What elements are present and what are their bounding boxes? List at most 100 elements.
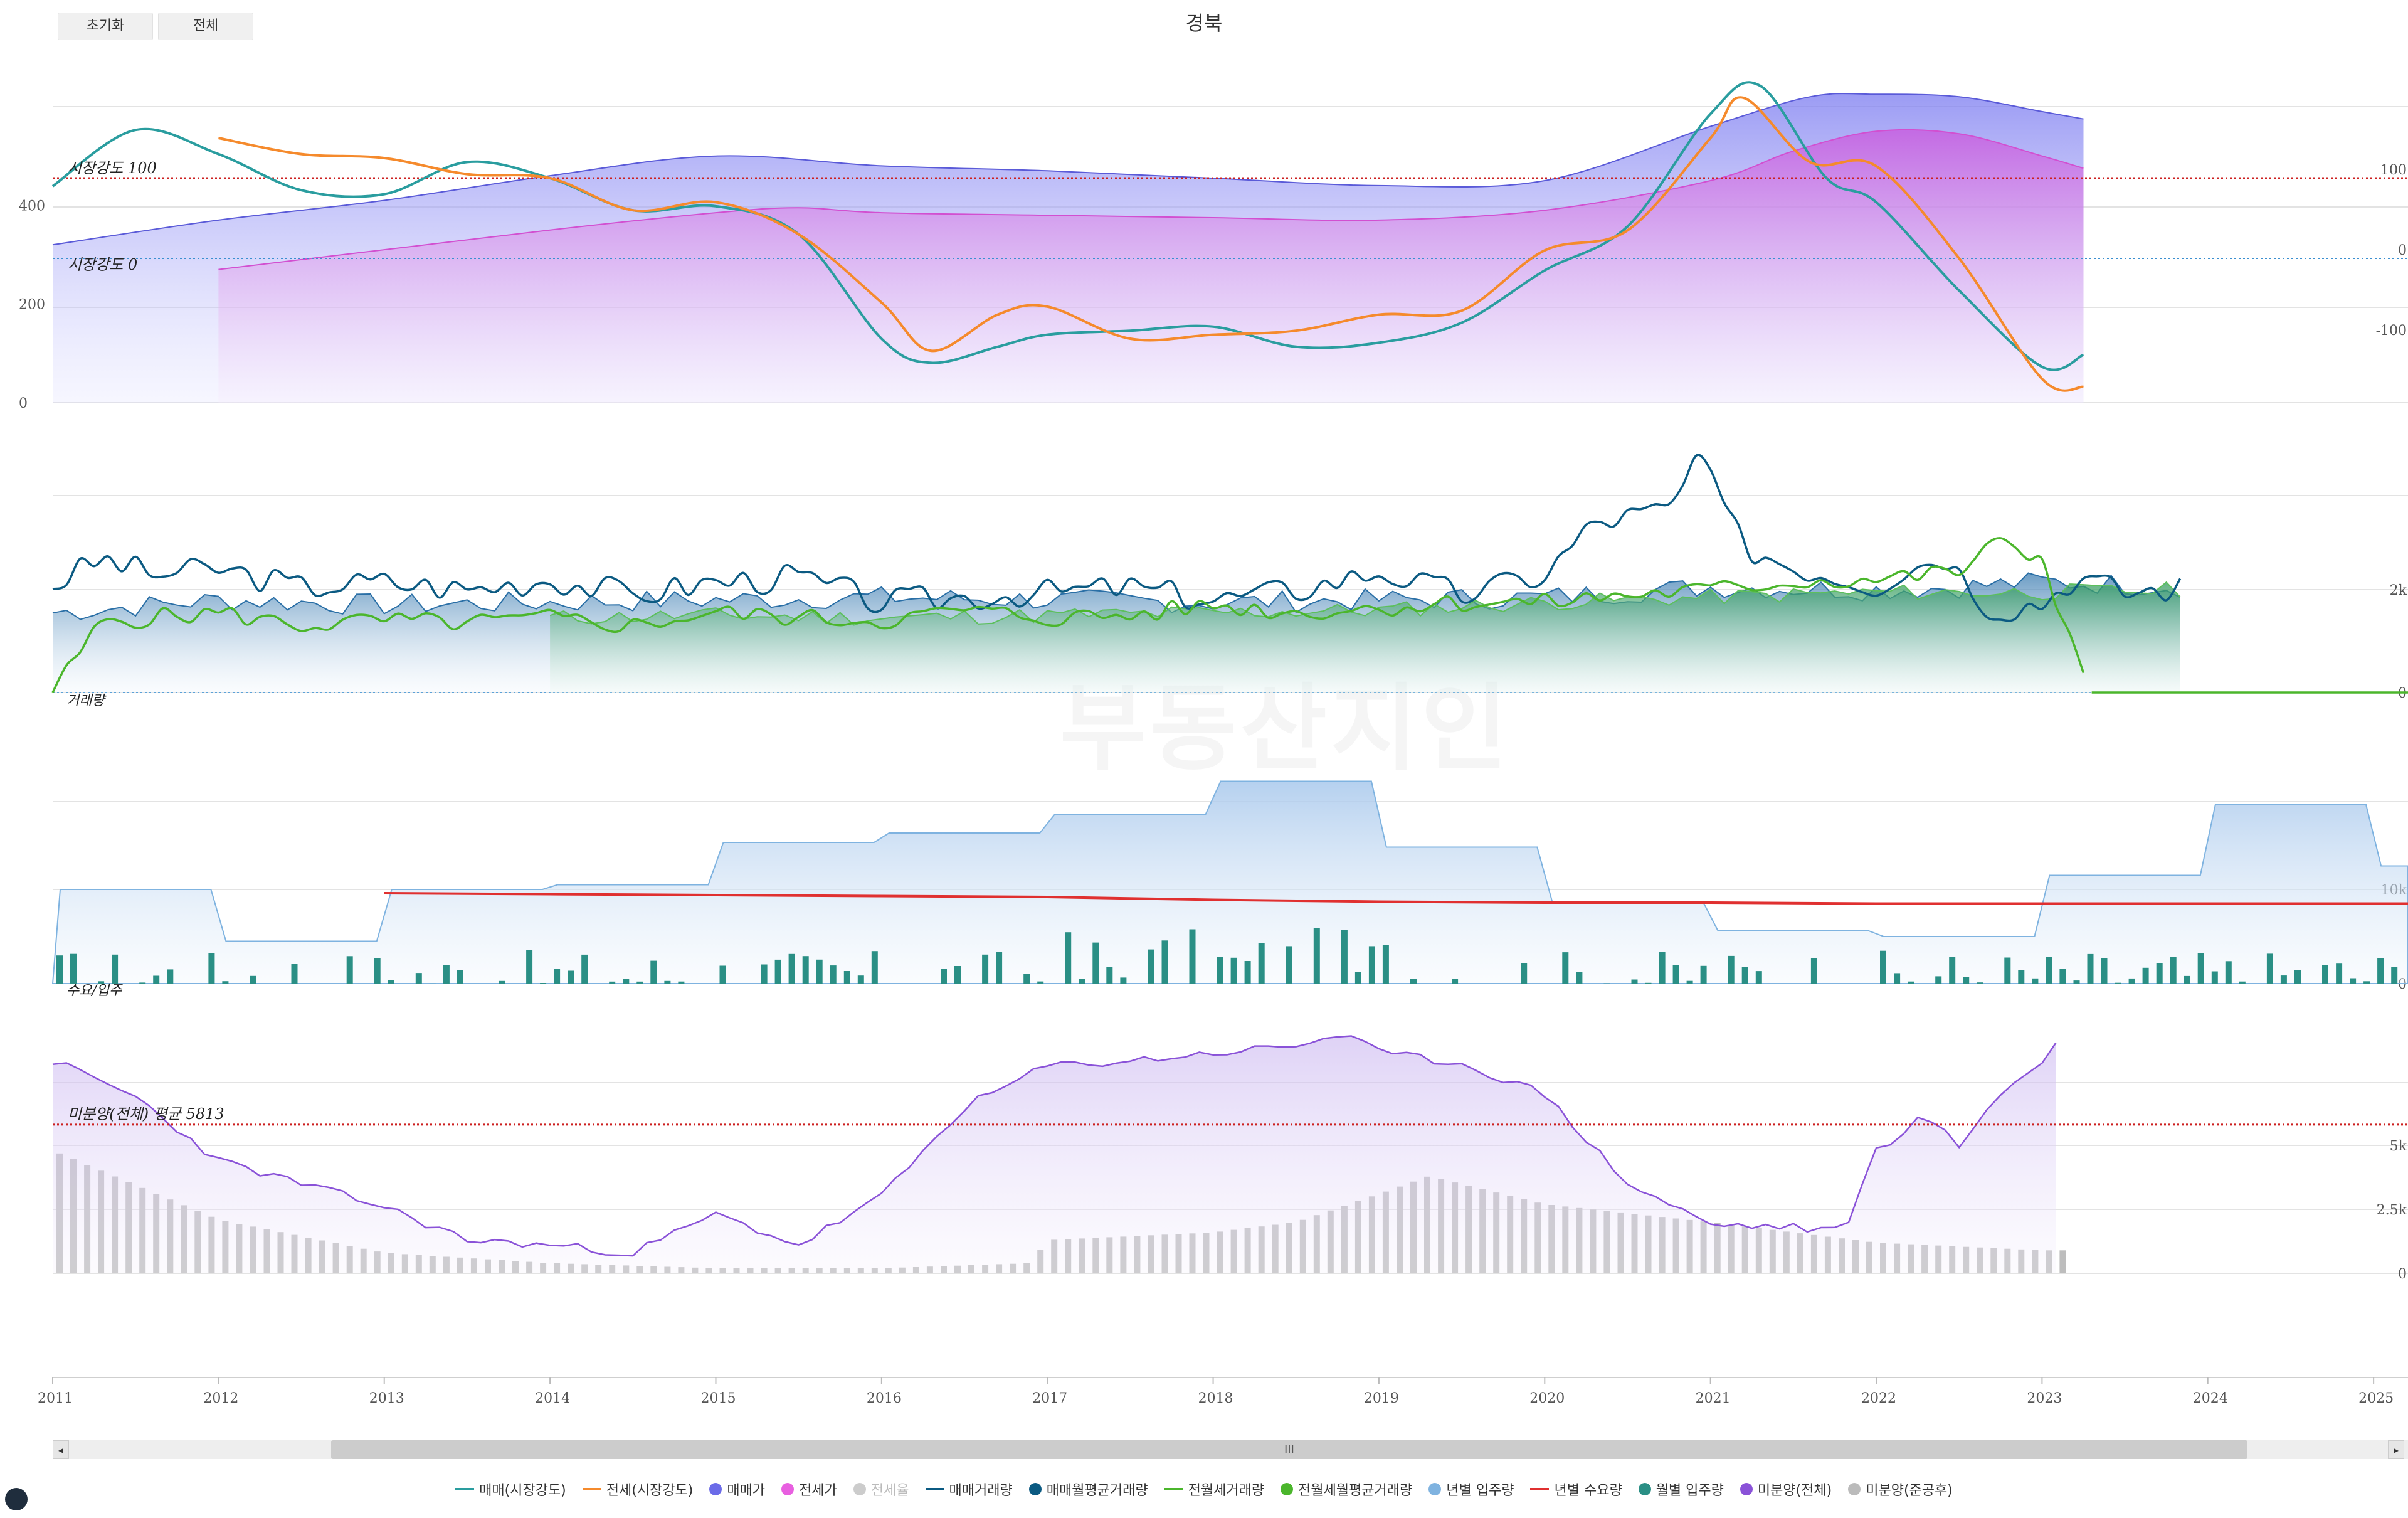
y-right-tick: 5k [2390,1138,2407,1154]
monthly-supply-bar [1410,979,1417,984]
scrollbar-thumb[interactable] [331,1440,2247,1459]
reset-button[interactable]: 초기화 [58,13,153,40]
legend-dot-icon [709,1483,722,1495]
legend-item[interactable]: 전세(시장강도) [582,1479,693,1499]
x-tick-label: 2012 [203,1391,238,1406]
x-tick-label: 2021 [1696,1391,1731,1406]
monthly-supply-bar [554,969,561,984]
legend-item[interactable]: 월별 입주량 [1638,1479,1724,1499]
legend-dot-icon [1638,1483,1651,1495]
monthly-supply-bar [1741,967,1748,984]
legend-item[interactable]: 전세율 [853,1479,909,1499]
monthly-supply-bar [526,950,533,984]
y-left-tick: 400 [19,198,45,214]
y-right-tick: -100 [2376,323,2407,339]
monthly-supply-bar [1368,946,1375,984]
monthly-supply-bar [56,955,63,984]
monthly-supply-bar [1120,977,1127,984]
legend-label: 년별 입주량 [1446,1483,1514,1499]
monthly-supply-bar [1313,928,1320,984]
monthly-supply-bar [1728,955,1735,984]
monthly-supply-bar [2280,975,2287,984]
scroll-left-arrow-icon[interactable]: ◂ [53,1440,69,1459]
monthly-supply-bar [250,975,256,984]
monthly-supply-bar [2142,967,2149,984]
legend-item[interactable]: 매매가 [709,1479,765,1499]
x-axis: 2011 2012 2013 2014 2015 2016 2017 2018 2019 2020… [38,1377,2408,1406]
monthly-supply-bar [1963,977,1970,984]
sale-volume-line [52,454,2182,622]
legend-item[interactable]: 매매월평균거래량 [1028,1479,1148,1499]
monthly-supply-bar [788,953,795,984]
monthly-supply-bar [2115,982,2121,984]
monthly-supply-bar [1521,963,1528,984]
monthly-supply-bar [1189,929,1196,984]
x-tick-label: 2019 [1364,1391,1399,1406]
monthly-supply-bar [1810,958,1817,984]
y-right-tick: 2k [2390,583,2407,598]
legend-label: 월별 입주량 [1656,1483,1724,1499]
legend-item[interactable]: 년별 입주량 [1428,1479,1514,1499]
monthly-supply-bar [1354,972,1361,984]
y-right-tick: 0 [2398,243,2407,258]
legend-item[interactable]: 전월세거래량 [1164,1479,1264,1499]
legend-item[interactable]: 전세가 [781,1479,837,1499]
sale-strength-line [51,81,2084,371]
legend-item[interactable]: 미분양(준공후) [1848,1479,1953,1499]
monthly-supply-bar [581,954,588,984]
monthly-supply-bar [636,981,643,984]
legend-item[interactable]: 년별 수요량 [1530,1479,1622,1499]
monthly-supply-bar [1286,946,1292,984]
panel-transaction-volume: 02k [51,454,2408,701]
strength-0-label: 시장강도 0 [68,256,137,273]
monthly-supply-bar [2239,981,2246,984]
legend-item[interactable]: 전월세월평균거래량 [1281,1479,1412,1499]
monthly-supply-bar [153,975,160,984]
monthly-supply-bar [2184,975,2190,984]
monthly-supply-bar [982,954,989,984]
x-tick-label: 2023 [2027,1391,2062,1406]
x-tick-label: 2020 [1529,1391,1565,1406]
scrollbar-grip[interactable]: III [1284,1443,1294,1456]
all-range-button[interactable]: 전체 [158,13,253,40]
monthly-supply-bar [139,982,146,984]
monthly-supply-bar [830,965,837,984]
monthly-supply-bar [2170,957,2177,984]
unsold-average-label: 미분양(전체) 평균 5813 [68,1105,224,1123]
legend-item[interactable]: 매매(시장강도) [455,1479,566,1499]
monthly-supply-bar [540,983,547,984]
monthly-supply-bar [1106,967,1113,984]
monthly-supply-bar [2073,980,2080,984]
scroll-right-arrow-icon[interactable]: ▸ [2388,1440,2404,1459]
legend-item[interactable]: 미분양(전체) [1740,1479,1832,1499]
monthly-supply-bar [2087,953,2094,984]
monthly-supply-bar [664,980,671,984]
legend: 매매(시장강도) 전세(시장강도) 매매가 전세가 전세율 매매거래량 매매월평균거래량 전월… [0,1479,2408,1499]
legend-label: 전세가 [799,1483,837,1499]
supply-panel-label: 수요/입주 [66,983,123,999]
monthly-supply-bar [2211,971,2218,984]
jeonse-strength-line [218,96,2084,392]
legend-item[interactable]: 매매거래량 [925,1479,1013,1499]
monthly-supply-bar [2156,963,2163,984]
monthly-supply-bar [1880,950,1886,984]
volume-panel-label: 거래량 [66,693,107,709]
monthly-supply-bar [1230,957,1237,984]
monthly-supply-bar [1935,976,1942,984]
legend-dot-icon [1428,1483,1442,1495]
monthly-supply-bar [623,979,630,984]
monthly-supply-bar [774,959,781,984]
jeonse-volume-line [51,537,2085,693]
yearly-supply-area [51,780,2408,984]
monthly-supply-bar [1037,981,1044,984]
monthly-supply-bar [167,969,174,984]
x-tick-label: 2024 [2193,1391,2228,1406]
monthly-supply-bar [1672,965,1679,984]
monthly-supply-bar [388,980,394,984]
site-logo-icon[interactable] [5,1488,28,1510]
legend-dot-icon [781,1483,795,1495]
legend-dot-icon [1740,1483,1753,1495]
x-tick-label: 2014 [535,1391,570,1406]
chart-title: 경북 [1185,11,1223,35]
yearly-demand-line [384,892,2408,905]
